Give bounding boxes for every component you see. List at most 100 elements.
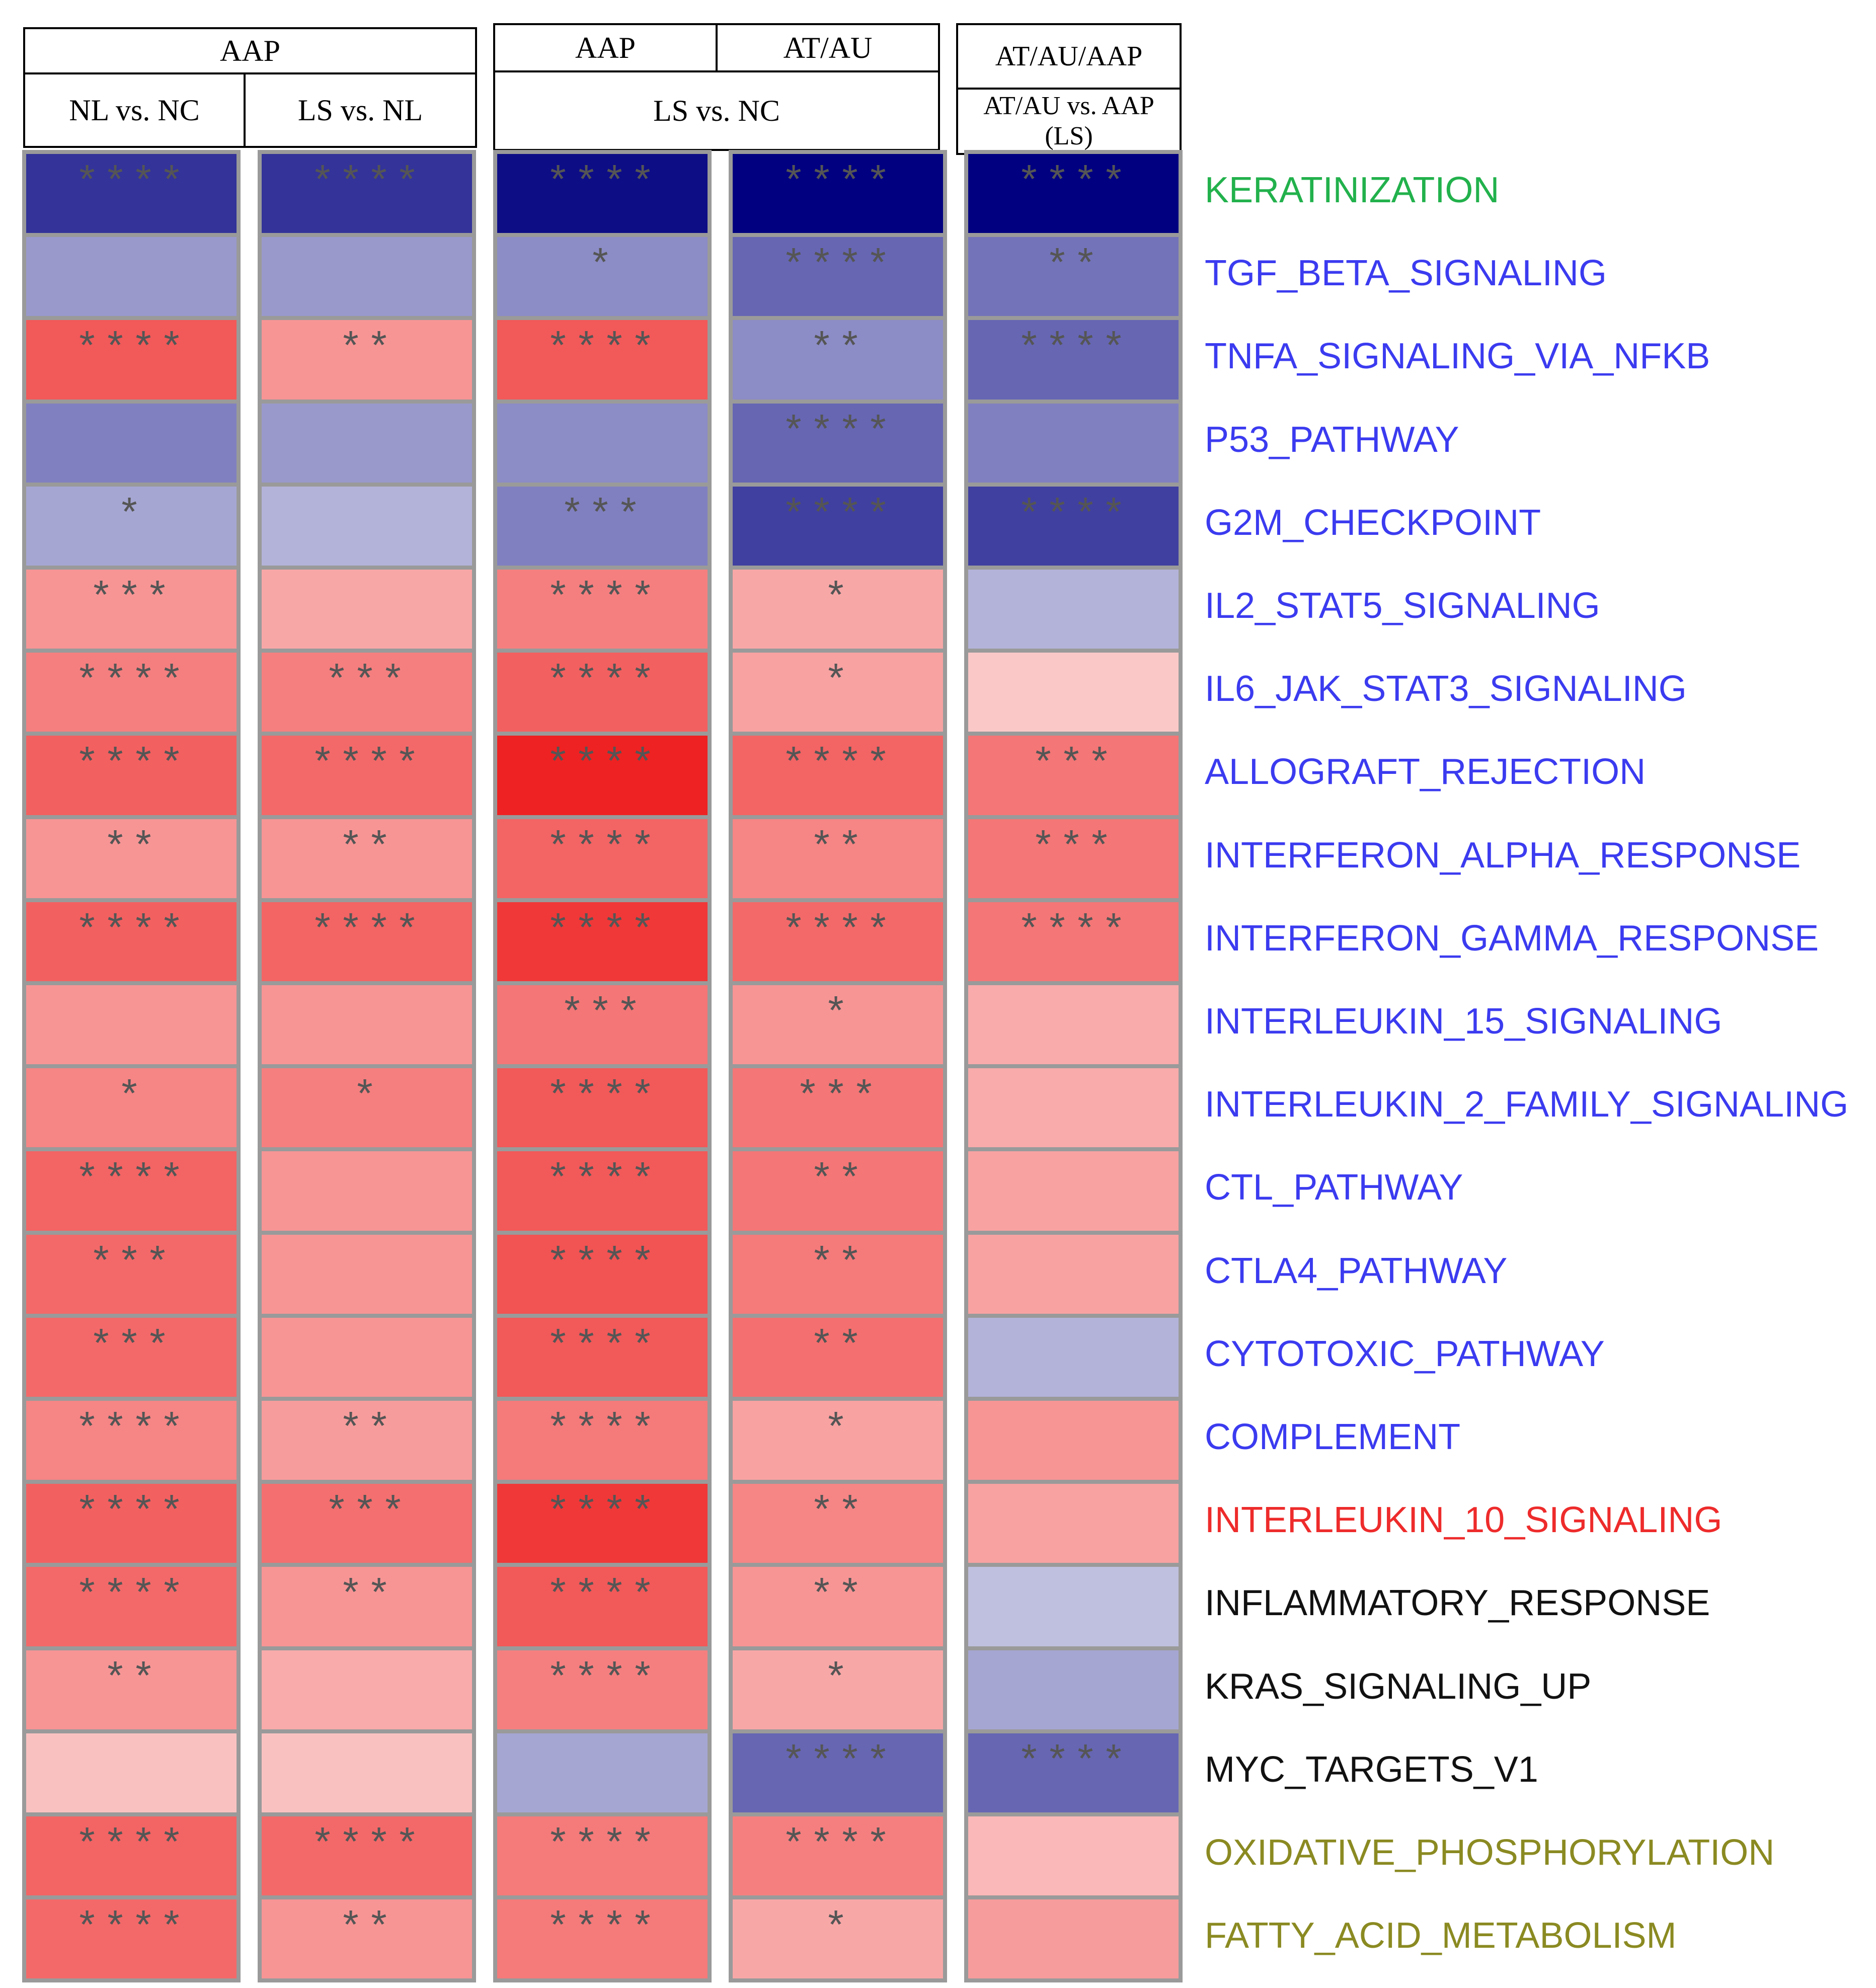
heatmap-cell: ****: [733, 902, 943, 981]
row-label: KRAS_SIGNALING_UP: [1205, 1666, 1592, 1707]
heatmap-cell: ***: [497, 985, 708, 1065]
heatmap-cell: *: [733, 1899, 943, 1979]
row-label: TGF_BETA_SIGNALING: [1205, 253, 1607, 294]
heatmap-cell: ***: [26, 1317, 237, 1397]
heatmap-cell: [968, 1317, 1179, 1397]
row-label: FATTY_ACID_METABOLISM: [1205, 1916, 1677, 1956]
heatmap-cell: **: [733, 1317, 943, 1397]
heatmap-cell: **: [26, 819, 237, 898]
heatmap-cell: *: [26, 486, 237, 566]
heatmap-cell: [262, 486, 472, 566]
heatmap-cell: [968, 1401, 1179, 1480]
header-at-au-aap: AT/AU/AAP: [956, 23, 1182, 90]
heatmap-cell: [968, 985, 1179, 1065]
heatmap-cell: **: [733, 320, 943, 400]
heatmap-cell: *: [26, 1068, 237, 1148]
heatmap-cell: ****: [733, 154, 943, 233]
heatmap-cell: [968, 1484, 1179, 1563]
heatmap-cell: ****: [497, 1484, 708, 1563]
heatmap-cell: *: [733, 985, 943, 1065]
header-aap-label: AAP: [493, 23, 718, 72]
header-nl-vs-nc: NL vs. NC: [23, 72, 246, 148]
heatmap-cell: ****: [497, 1567, 708, 1646]
heatmap-cell: ****: [497, 1151, 708, 1231]
heatmap-cell: ****: [968, 1733, 1179, 1812]
heatmap-cell: [497, 403, 708, 483]
heatmap-cell: **: [733, 1567, 943, 1646]
heatmap-cell: [262, 1317, 472, 1397]
heatmap-cell: ***: [26, 570, 237, 649]
row-label: INFLAMMATORY_RESPONSE: [1205, 1583, 1710, 1624]
heatmap-cell: ****: [497, 902, 708, 981]
heatmap-cell: ****: [26, 653, 237, 732]
heatmap-cell: [26, 985, 237, 1065]
heatmap-cell: [262, 1733, 472, 1812]
row-label: G2M_CHECKPOINT: [1205, 502, 1541, 543]
heatmap-cell: [26, 1733, 237, 1812]
heatmap-cell: ****: [497, 1816, 708, 1896]
heatmap-cell: **: [262, 1899, 472, 1979]
heatmap-cell: *: [733, 570, 943, 649]
heatmap-cell: ****: [26, 1816, 237, 1896]
row-label: TNFA_SIGNALING_VIA_NFKB: [1205, 336, 1710, 377]
heatmap-cell: ****: [26, 736, 237, 815]
heatmap-cell: ****: [26, 902, 237, 981]
heatmap-cell: [262, 1151, 472, 1231]
heatmap-cell: ****: [262, 736, 472, 815]
heatmap-cell: [968, 653, 1179, 732]
heatmap-cell: ****: [497, 1899, 708, 1979]
header-aap-group-title: AAP: [23, 27, 477, 74]
heatmap-cell: ****: [497, 736, 708, 815]
heatmap-cell: ****: [497, 1650, 708, 1729]
row-label: INTERLEUKIN_10_SIGNALING: [1205, 1500, 1723, 1541]
row-label: IL6_JAK_STAT3_SIGNALING: [1205, 669, 1687, 709]
heatmap-cell: *: [733, 653, 943, 732]
heatmap-cell: **: [968, 237, 1179, 316]
heatmap-cell: [968, 1650, 1179, 1729]
heatmap-cell: ****: [497, 1317, 708, 1397]
heatmap-cell: ****: [497, 570, 708, 649]
heatmap-cell: [968, 1899, 1179, 1979]
row-label: ALLOGRAFT_REJECTION: [1205, 752, 1646, 792]
heatmap-cell: ***: [497, 486, 708, 566]
heatmap-cell: [26, 237, 237, 316]
heatmap-cell: ****: [26, 1484, 237, 1563]
heatmap-cell: *: [733, 1650, 943, 1729]
heatmap-cell: ****: [733, 736, 943, 815]
row-label: P53_PATHWAY: [1205, 419, 1459, 460]
heatmap-cell: ****: [26, 1899, 237, 1979]
heatmap-cell: [262, 985, 472, 1065]
header-ls-vs-nl: LS vs. NL: [244, 72, 477, 148]
heatmap-cell: **: [733, 1484, 943, 1563]
heatmap-cell: ****: [497, 1401, 708, 1480]
header-ls-vs-nc: LS vs. NC: [493, 70, 940, 151]
heatmap-cell: ****: [733, 1816, 943, 1896]
heatmap-cell: **: [733, 819, 943, 898]
row-label: CTL_PATHWAY: [1205, 1167, 1463, 1208]
heatmap-cell: ****: [26, 154, 237, 233]
heatmap-cell: **: [733, 1151, 943, 1231]
heatmap-cell: [968, 403, 1179, 483]
heatmap-cell: [968, 1567, 1179, 1646]
heatmap-cell: [262, 1650, 472, 1729]
heatmap-cell: [968, 570, 1179, 649]
heatmap-cell: *: [497, 237, 708, 316]
heatmap-cell: ***: [733, 1068, 943, 1148]
heatmap-cell: ***: [262, 1484, 472, 1563]
heatmap-cell: ****: [733, 237, 943, 316]
heatmap-cell: ****: [497, 653, 708, 732]
heatmap-cell: [262, 570, 472, 649]
heatmap-cell: ****: [497, 154, 708, 233]
header-at-au-vs-aap-ls: AT/AU vs. AAP (LS): [956, 88, 1182, 155]
heatmap-cell: *: [262, 1068, 472, 1148]
heatmap-cell: ****: [26, 320, 237, 400]
heatmap-cell: ***: [26, 1234, 237, 1314]
heatmap-cell: *: [733, 1401, 943, 1480]
row-label: KERATINIZATION: [1205, 170, 1500, 210]
heatmap-cell: ****: [968, 902, 1179, 981]
heatmap-cell: [497, 1733, 708, 1812]
row-label: CTLA4_PATHWAY: [1205, 1250, 1508, 1291]
row-label: INTERLEUKIN_15_SIGNALING: [1205, 1001, 1723, 1042]
header-at-au-label: AT/AU: [716, 23, 940, 72]
heatmap-cell: ****: [968, 154, 1179, 233]
